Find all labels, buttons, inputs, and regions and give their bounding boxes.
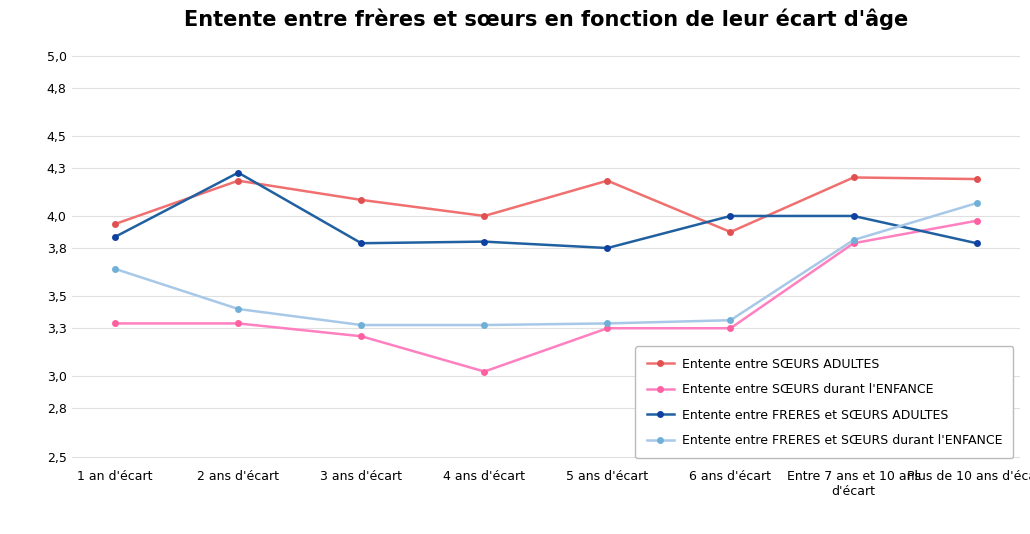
- Entente entre FRERES et SŒURS ADULTES: [355, 240, 368, 246]
- Entente entre FRERES et SŒURS durant l'ENFANCE: [232, 306, 244, 312]
- Entente entre FRERES et SŒURS durant l'ENFANCE: [724, 317, 736, 324]
- Entente entre FRERES et SŒURS durant l'ENFANCE: [109, 266, 122, 272]
- Entente entre SŒURS durant l'ENFANCE: [602, 325, 614, 332]
- Entente entre SŒURS ADULTES: [970, 176, 983, 182]
- Entente entre FRERES et SŒURS ADULTES: [602, 245, 614, 251]
- Entente entre FRERES et SŒURS ADULTES: [478, 238, 490, 245]
- Line: Entente entre FRERES et SŒURS durant l'ENFANCE: Entente entre FRERES et SŒURS durant l'E…: [111, 200, 981, 328]
- Entente entre FRERES et SŒURS ADULTES: [232, 169, 244, 176]
- Entente entre SŒURS ADULTES: [355, 197, 368, 203]
- Line: Entente entre SŒURS durant l'ENFANCE: Entente entre SŒURS durant l'ENFANCE: [111, 217, 981, 375]
- Entente entre SŒURS durant l'ENFANCE: [724, 325, 736, 332]
- Entente entre SŒURS durant l'ENFANCE: [232, 320, 244, 327]
- Entente entre SŒURS ADULTES: [724, 229, 736, 235]
- Entente entre SŒURS ADULTES: [232, 177, 244, 184]
- Title: Entente entre frères et sœurs en fonction de leur écart d'âge: Entente entre frères et sœurs en fonctio…: [183, 9, 908, 30]
- Entente entre FRERES et SŒURS durant l'ENFANCE: [970, 200, 983, 206]
- Entente entre SŒURS ADULTES: [848, 174, 860, 180]
- Entente entre SŒURS durant l'ENFANCE: [848, 240, 860, 246]
- Entente entre SŒURS durant l'ENFANCE: [109, 320, 122, 327]
- Entente entre SŒURS durant l'ENFANCE: [970, 217, 983, 224]
- Entente entre FRERES et SŒURS durant l'ENFANCE: [602, 320, 614, 327]
- Entente entre SŒURS ADULTES: [602, 177, 614, 184]
- Entente entre SŒURS durant l'ENFANCE: [478, 368, 490, 375]
- Entente entre FRERES et SŒURS durant l'ENFANCE: [848, 237, 860, 243]
- Entente entre FRERES et SŒURS ADULTES: [724, 213, 736, 219]
- Legend: Entente entre SŒURS ADULTES, Entente entre SŒURS durant l'ENFANCE, Entente entre: Entente entre SŒURS ADULTES, Entente ent…: [636, 347, 1014, 458]
- Entente entre FRERES et SŒURS ADULTES: [109, 233, 122, 240]
- Entente entre SŒURS ADULTES: [109, 221, 122, 227]
- Entente entre SŒURS ADULTES: [478, 213, 490, 219]
- Entente entre FRERES et SŒURS durant l'ENFANCE: [478, 322, 490, 328]
- Line: Entente entre SŒURS ADULTES: Entente entre SŒURS ADULTES: [111, 174, 981, 235]
- Line: Entente entre FRERES et SŒURS ADULTES: Entente entre FRERES et SŒURS ADULTES: [111, 169, 981, 252]
- Entente entre FRERES et SŒURS ADULTES: [970, 240, 983, 246]
- Entente entre FRERES et SŒURS durant l'ENFANCE: [355, 322, 368, 328]
- Entente entre SŒURS durant l'ENFANCE: [355, 333, 368, 340]
- Entente entre FRERES et SŒURS ADULTES: [848, 213, 860, 219]
